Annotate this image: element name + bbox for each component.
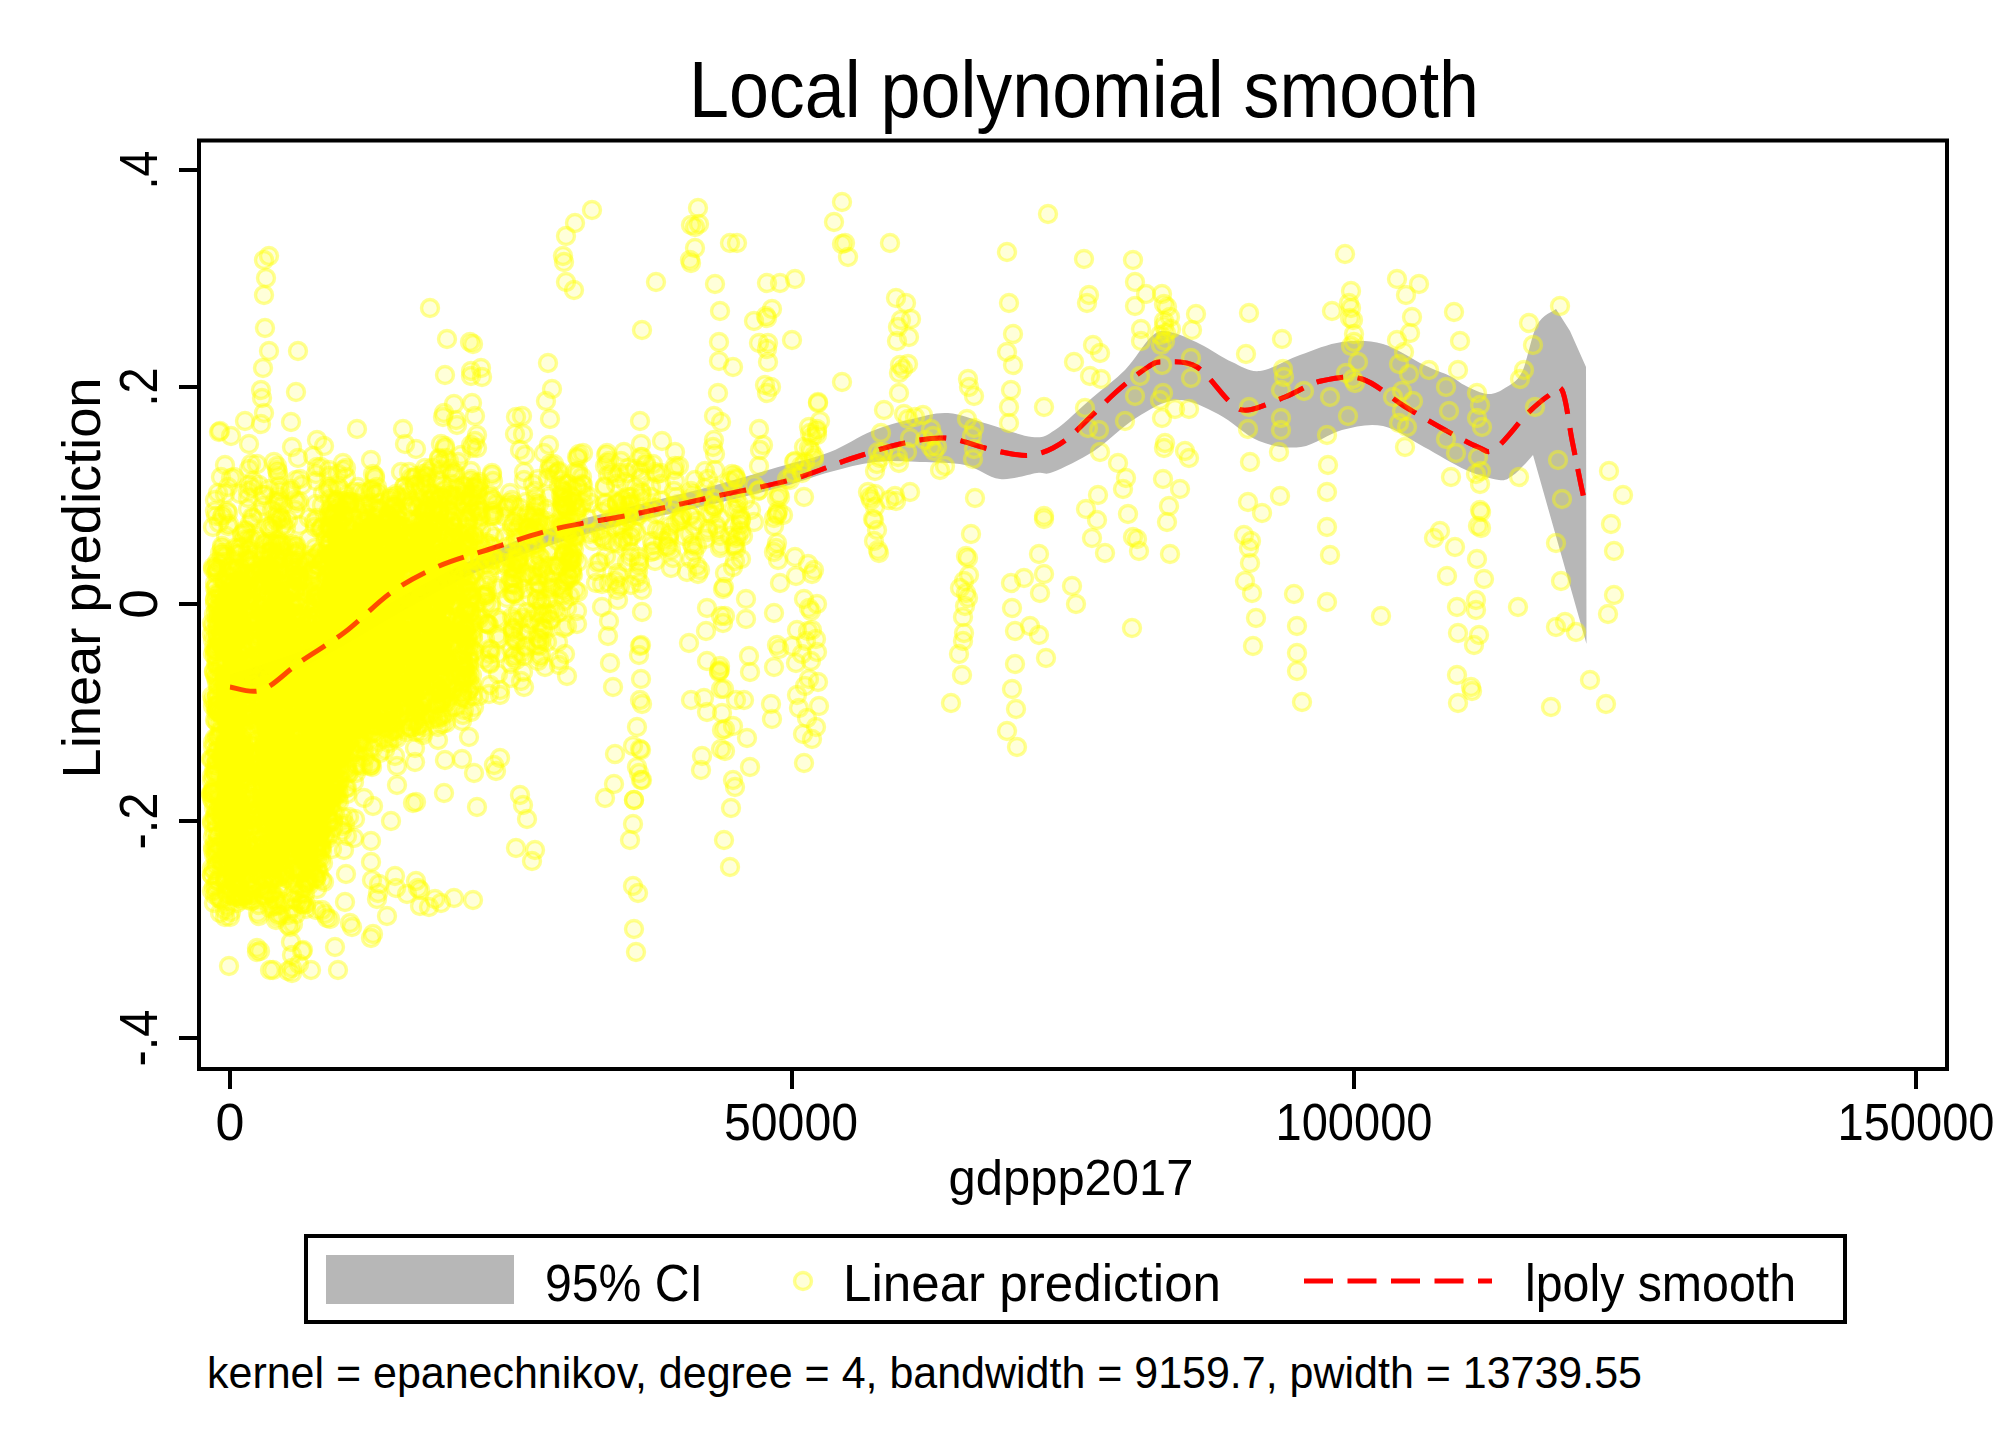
svg-text:50000: 50000 bbox=[724, 1093, 858, 1151]
svg-text:-.4: -.4 bbox=[109, 1010, 168, 1067]
svg-text:.2: .2 bbox=[109, 368, 168, 407]
svg-text:0: 0 bbox=[216, 1093, 245, 1151]
svg-text:Local polynomial smooth: Local polynomial smooth bbox=[689, 45, 1479, 134]
svg-text:-.2: -.2 bbox=[109, 793, 168, 850]
svg-text:0: 0 bbox=[109, 589, 168, 618]
svg-text:gdppp2017: gdppp2017 bbox=[949, 1150, 1194, 1206]
svg-text:150000: 150000 bbox=[1838, 1093, 1995, 1151]
svg-text:95% CI: 95% CI bbox=[545, 1254, 703, 1312]
svg-text:Linear prediction: Linear prediction bbox=[843, 1254, 1221, 1312]
svg-text:.4: .4 bbox=[109, 151, 168, 190]
svg-text:lpoly smooth: lpoly smooth bbox=[1525, 1254, 1796, 1312]
svg-text:100000: 100000 bbox=[1276, 1093, 1433, 1151]
svg-text:Linear prediction: Linear prediction bbox=[52, 378, 111, 779]
svg-text:kernel = epanechnikov, degree: kernel = epanechnikov, degree = 4, bandw… bbox=[207, 1347, 1642, 1398]
